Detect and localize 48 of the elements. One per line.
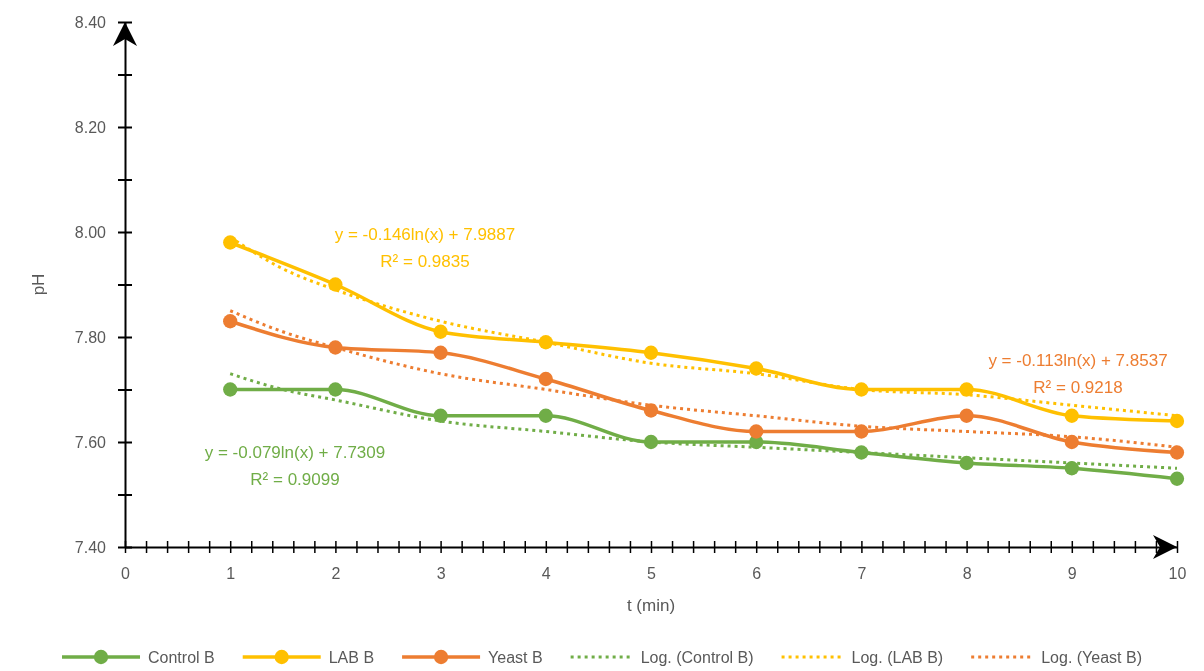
- point: [433, 324, 448, 339]
- x-tick-label: 8: [962, 565, 972, 583]
- point: [749, 424, 764, 439]
- point: [223, 382, 238, 397]
- y-axis-title: pH: [29, 273, 48, 296]
- point: [1064, 434, 1079, 450]
- point: [1169, 445, 1185, 460]
- point: [1169, 413, 1185, 429]
- x-tick-label: 4: [541, 565, 551, 583]
- x-tick-label: 1: [226, 565, 236, 583]
- y-tick-label: 8.40: [74, 13, 107, 31]
- point: [643, 403, 659, 418]
- y-tick-label: 8.20: [74, 118, 107, 136]
- annotation: y = -0.146ln(x) + 7.9887 R² = 0.9835: [334, 224, 516, 272]
- x-tick-label: 0: [121, 565, 131, 583]
- x-tick-label: 6: [752, 565, 762, 583]
- point: [1169, 471, 1185, 486]
- y-tick-label: 7.60: [74, 433, 107, 451]
- x-tick-label: 2: [331, 565, 341, 583]
- point: [959, 408, 974, 423]
- y-tick-label: 8.00: [74, 223, 107, 241]
- legend-label: LAB B: [328, 648, 375, 666]
- point: [1064, 461, 1079, 476]
- point: [538, 408, 553, 423]
- legend-label: Log. (Yeast B): [1041, 648, 1142, 666]
- point: [433, 345, 448, 360]
- x-tick-label: 5: [647, 565, 657, 583]
- x-tick-label: 10: [1168, 565, 1187, 583]
- x-axis-title: t (min): [626, 596, 676, 615]
- legend-label: Log. (LAB B): [851, 648, 944, 666]
- legend-label: Log. (Control B): [640, 648, 754, 666]
- point: [223, 235, 238, 250]
- point: [1064, 408, 1079, 423]
- annotation: y = -0.113ln(x) + 7.8537 R² = 0.9218: [988, 350, 1168, 398]
- point: [749, 361, 764, 376]
- point: [538, 371, 553, 387]
- point: [223, 314, 238, 329]
- legend-label: Yeast B: [488, 648, 543, 666]
- point: [328, 382, 343, 397]
- annotation: y = -0.079ln(x) + 7.7309 R² = 0.9099: [204, 442, 386, 490]
- point: [959, 455, 974, 471]
- x-tick-label: 3: [436, 565, 446, 583]
- y-tick-label: 7.40: [74, 538, 107, 556]
- y-tick-label: 7.80: [74, 328, 107, 346]
- x-tick-label: 7: [857, 565, 867, 583]
- legend-label: Control B: [148, 648, 215, 666]
- x-tick-label: 9: [1067, 565, 1077, 583]
- point: [643, 345, 659, 360]
